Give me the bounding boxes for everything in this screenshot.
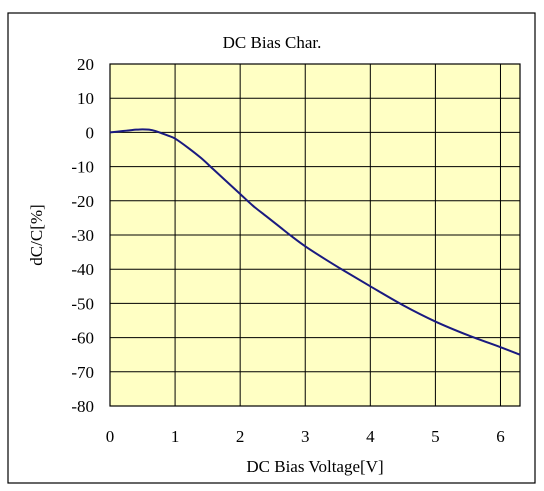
x-tick-label: 6: [496, 427, 505, 446]
y-tick-label: 20: [77, 55, 94, 74]
y-tick-label: -70: [71, 363, 94, 382]
y-tick-label: 0: [86, 123, 95, 142]
y-tick-label: -50: [71, 294, 94, 313]
series-line: [109, 128, 521, 356]
tick-labels: 0 1 2 3 4 5 6 20 10 0 -10 -20 -30 -40 -50 -60 -70 -80: [71, 55, 504, 446]
y-tick-label: -80: [71, 397, 94, 416]
y-tick-label: -30: [71, 226, 94, 245]
y-tick-label: -20: [71, 192, 94, 211]
x-tick-label: 5: [431, 427, 440, 446]
y-tick-label: -40: [71, 260, 94, 279]
chart-title: DC Bias Char.: [223, 33, 322, 52]
y-tick-label: 10: [77, 89, 94, 108]
x-tick-label: 4: [366, 427, 375, 446]
x-tick-label: 3: [301, 427, 310, 446]
x-tick-label: 0: [106, 427, 115, 446]
x-tick-label: 1: [171, 427, 180, 446]
x-tick-label: 2: [236, 427, 245, 446]
x-axis-label: DC Bias Voltage[V]: [246, 457, 383, 476]
y-tick-label: -10: [71, 158, 94, 177]
y-axis-label: dC/C[%]: [27, 204, 46, 265]
grid-lines: [110, 64, 520, 406]
y-tick-label: -60: [71, 329, 94, 348]
